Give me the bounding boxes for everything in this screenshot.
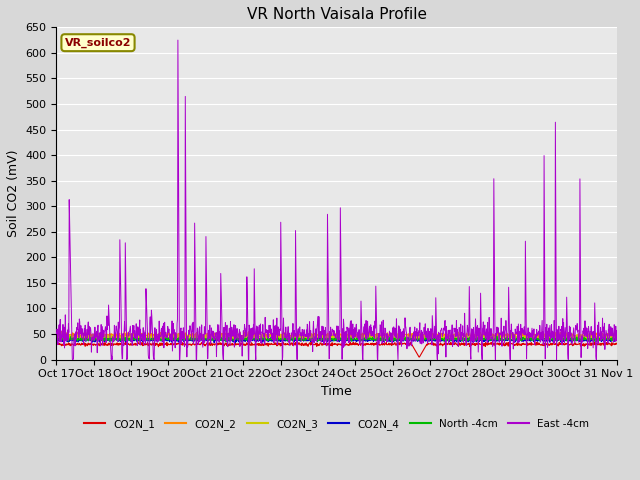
X-axis label: Time: Time [321,385,352,398]
Y-axis label: Soil CO2 (mV): Soil CO2 (mV) [7,150,20,237]
Title: VR North Vaisala Profile: VR North Vaisala Profile [246,7,427,22]
Legend: CO2N_1, CO2N_2, CO2N_3, CO2N_4, North -4cm, East -4cm: CO2N_1, CO2N_2, CO2N_3, CO2N_4, North -4… [80,415,593,434]
Text: VR_soilco2: VR_soilco2 [65,37,131,48]
